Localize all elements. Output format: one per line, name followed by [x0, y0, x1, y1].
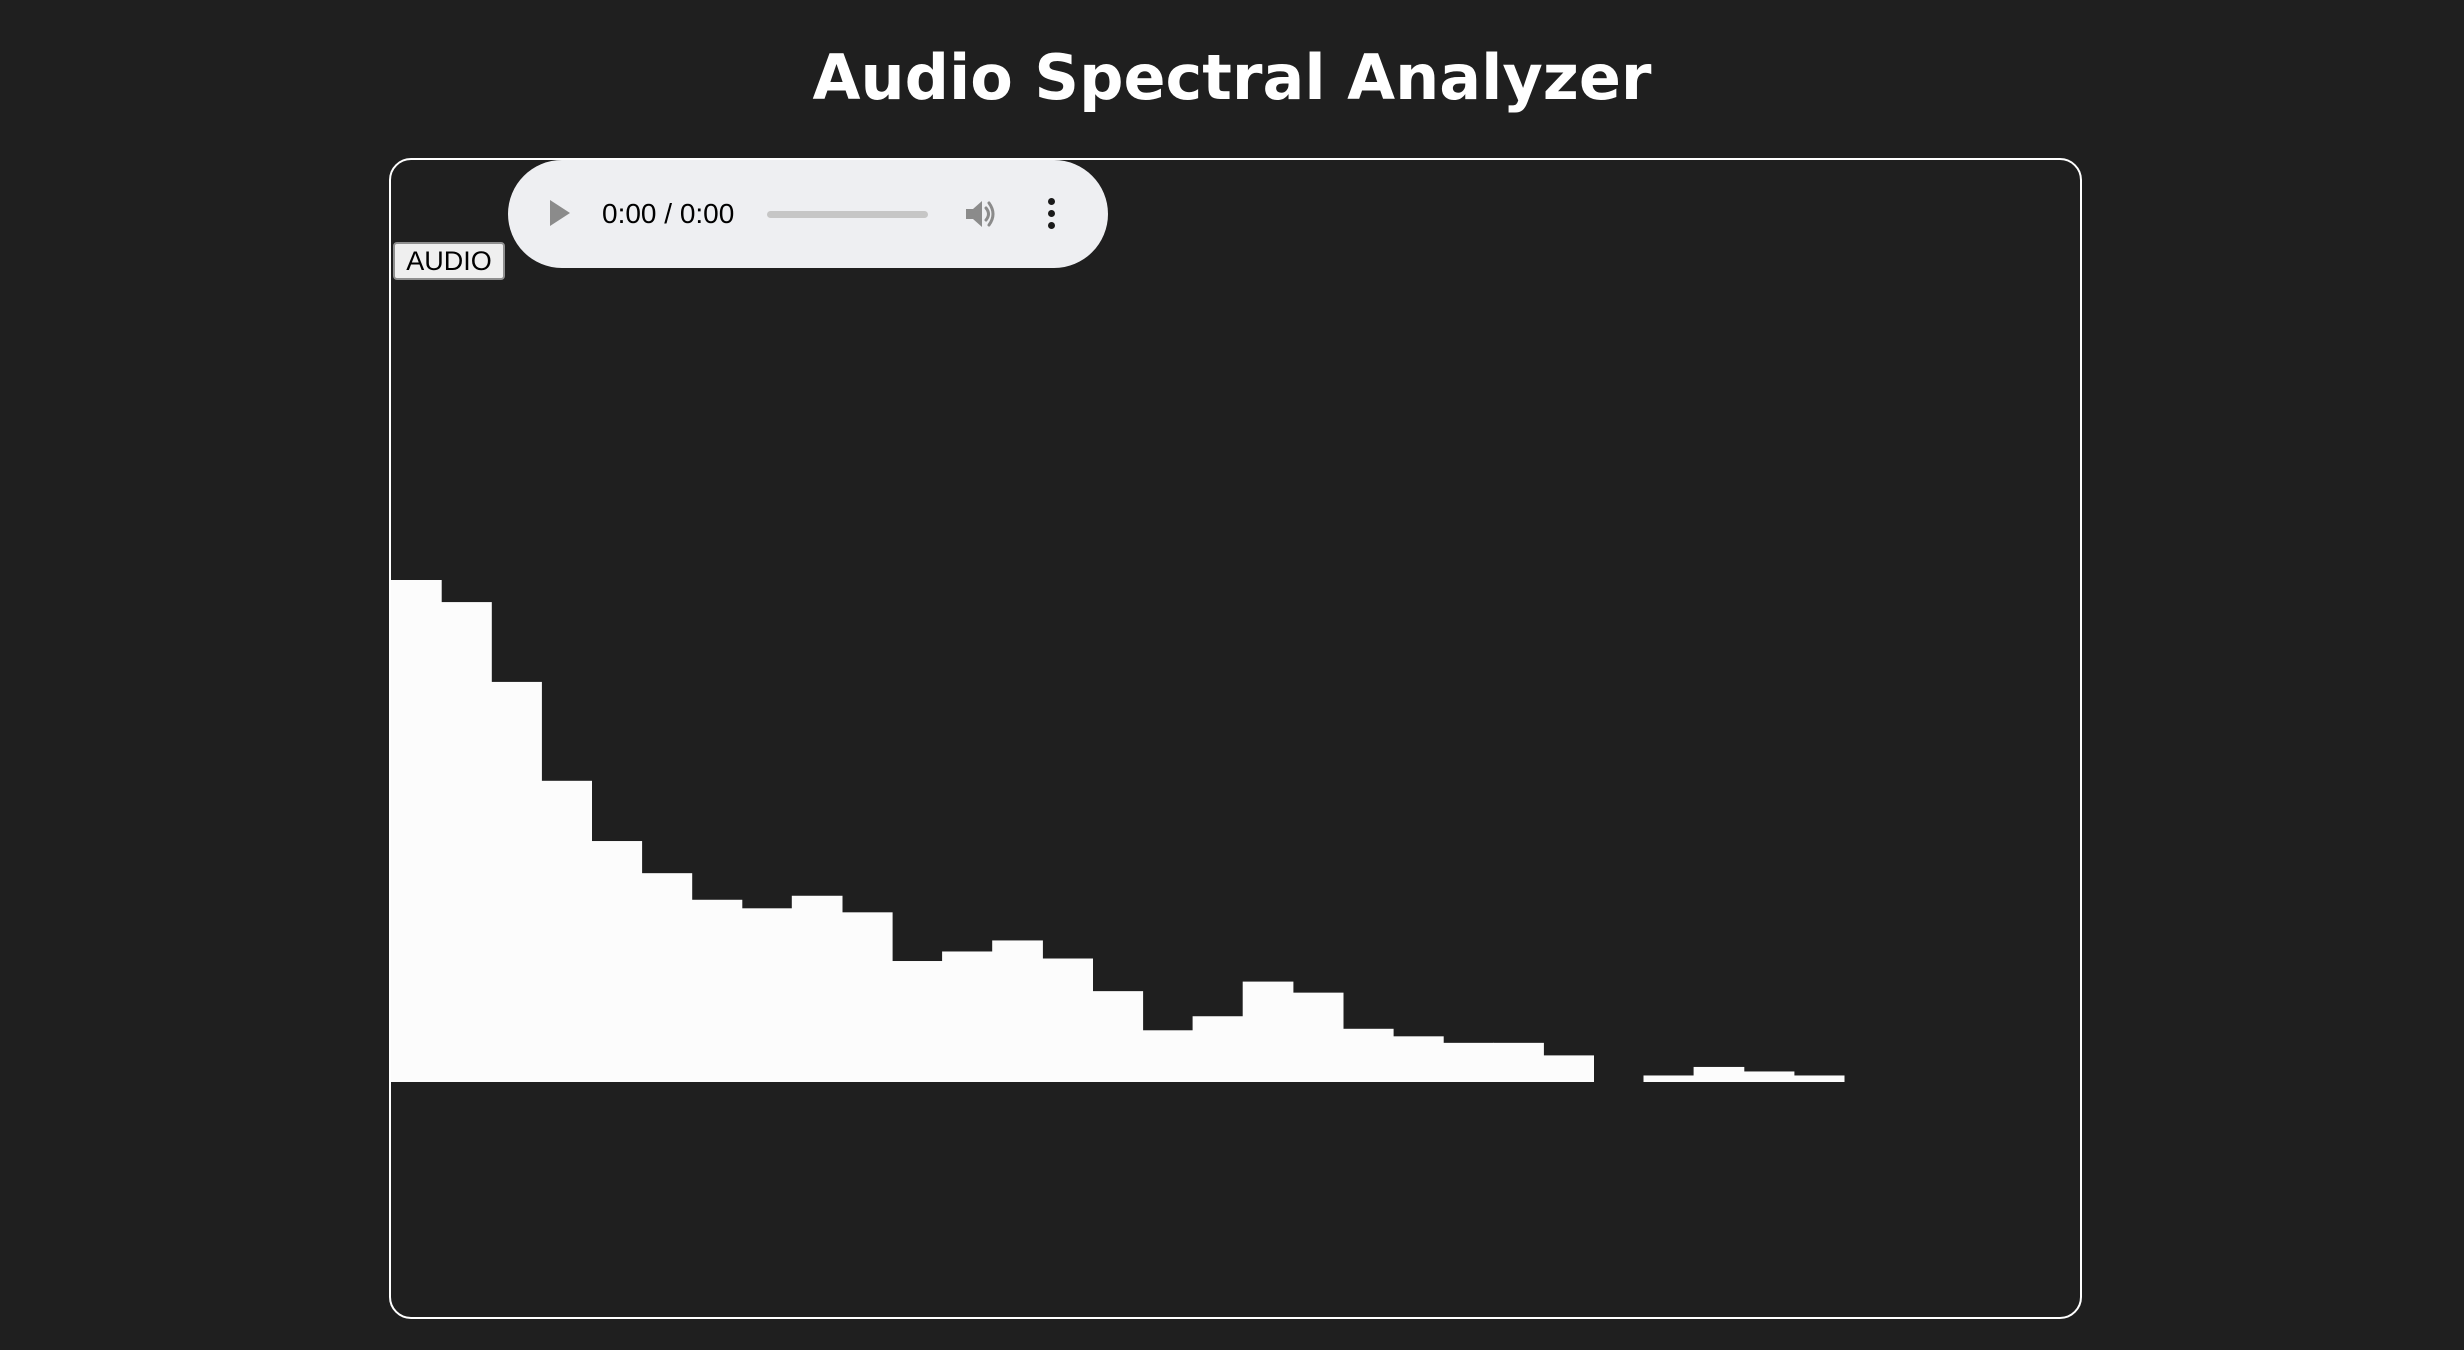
spectrum-bar: [1393, 1036, 1444, 1082]
spectrum-bar: [841, 912, 893, 1082]
spectrum-chart: [391, 580, 1845, 1082]
page-title: Audio Spectral Analyzer: [812, 41, 1652, 114]
spectrum-bar: [491, 681, 542, 1082]
spectrum-bar: [641, 873, 693, 1082]
spectrum-bar: [1543, 1055, 1594, 1082]
audio-button[interactable]: AUDIO: [393, 242, 505, 280]
more-options-icon[interactable]: [1045, 198, 1057, 230]
spectrum-bar: [1493, 1042, 1544, 1082]
spectrum-bar: [1242, 981, 1294, 1082]
spectrum-bar: [791, 895, 843, 1082]
spectrum-bar: [1743, 1071, 1795, 1082]
spectrum-bar: [1443, 1042, 1494, 1082]
spectrum-bar: [1643, 1075, 1695, 1082]
spectrum-bar: [1693, 1066, 1745, 1082]
spectrum-bar: [1042, 958, 1093, 1082]
audio-player[interactable]: 0:00 / 0:00: [508, 160, 1108, 268]
spectrum-bar: [1092, 991, 1144, 1082]
spectrum-bar: [1793, 1075, 1845, 1082]
spectrum-bar: [892, 961, 943, 1082]
spectrum-bar: [992, 940, 1043, 1082]
visualizer-panel: 0:00 / 0:00 AUDIO: [389, 158, 2082, 1319]
spectrum-bar: [1342, 1028, 1394, 1082]
spectrum-bar: [741, 908, 793, 1082]
play-icon[interactable]: [550, 200, 570, 226]
time-readout: 0:00 / 0:00: [602, 198, 735, 229]
spectrum-bar: [541, 780, 592, 1082]
seek-slider[interactable]: [767, 211, 928, 218]
volume-icon[interactable]: [964, 198, 998, 230]
spectrum-bar: [1292, 992, 1344, 1082]
spectrum-bar: [1142, 1030, 1194, 1082]
spectrum-bar: [441, 602, 492, 1082]
spectrum-bar: [942, 951, 993, 1082]
spectrum-bar: [591, 841, 643, 1082]
spectrum-bar: [1192, 1016, 1244, 1082]
spectrum-bar: [691, 899, 743, 1082]
spectrum-bar: [391, 580, 442, 1082]
